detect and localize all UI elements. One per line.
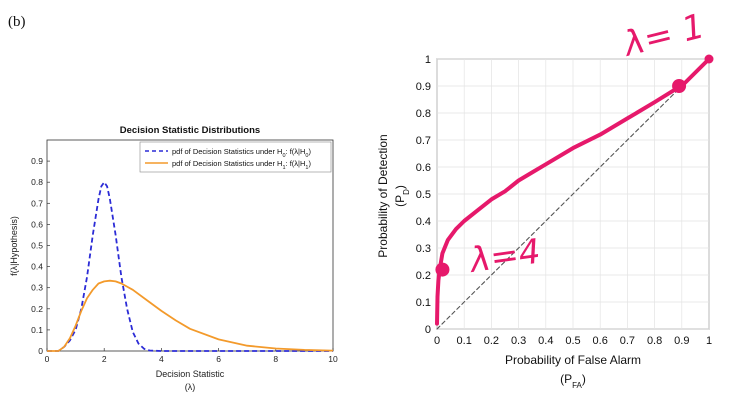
pdf-chart: Decision Statistic Distributions 0 2 4 6 8 10…	[9, 125, 338, 392]
pdf-series-lines	[47, 181, 334, 352]
pdf-legend-box	[139, 141, 332, 173]
pdf-y-tick-label: 0.7	[31, 198, 43, 208]
roc-y-tick-label: 0.5	[416, 189, 431, 201]
pdf-y-tick-label: 0.2	[31, 304, 43, 314]
pdf-x-axis-label: Decision Statistic	[156, 369, 225, 379]
pdf-y-axis-label: f(λ|Hypothesis)	[9, 216, 19, 276]
roc-markers	[435, 54, 714, 277]
roc-x-axis-label-sub: (PFA)	[560, 372, 586, 390]
pdf-legend: pdf of Decision Statistics under H0: f(λ…	[139, 141, 332, 173]
roc-chart: 0 0.1 0.2 0.3 0.4 0.5 0.6 0.7 0.8 0.9 1 0 0.1 0.2 0.3 0…	[376, 6, 714, 390]
pdf-plot-area	[46, 139, 334, 352]
roc-y-tick-label: 0.3	[416, 243, 431, 255]
roc-marker	[704, 54, 714, 64]
roc-x-tick-label: 0.7	[620, 335, 635, 347]
annotation-lambda-4: λ=4	[466, 232, 543, 282]
pdf-x-tick-label: 2	[102, 354, 107, 364]
legend-entry-h0: pdf of Decision Statistics under H0: f(λ…	[172, 147, 311, 159]
annotation-lambda-1: λ= 1	[618, 6, 708, 65]
pdf-x-axis-label-sub: (λ)	[185, 382, 196, 392]
roc-x-tick-label: 0	[434, 335, 440, 347]
roc-y-tick-label: 0	[425, 324, 431, 336]
pdf-x-tick-label: 6	[216, 354, 221, 364]
pdf-y-tick-label: 0.4	[31, 262, 43, 272]
roc-chance-line	[436, 58, 710, 330]
roc-x-tick-label: 0.8	[647, 335, 662, 347]
pdf-h1-line	[47, 279, 334, 352]
roc-x-tick-label: 0.9	[674, 335, 689, 347]
pdf-y-tick-label: 0.3	[31, 283, 43, 293]
roc-y-tick-label: 0.4	[416, 216, 431, 228]
pdf-y-tick-label: 0.8	[31, 177, 43, 187]
pdf-y-tick-label: 0.1	[31, 325, 43, 335]
pdf-x-tick-label: 8	[273, 354, 278, 364]
roc-y-tick-label: 0.1	[416, 297, 431, 309]
roc-x-tick-label: 0.3	[511, 335, 526, 347]
roc-x-tick-label: 0.6	[593, 335, 608, 347]
roc-grid	[436, 58, 710, 330]
roc-x-tick-label: 1	[706, 335, 712, 347]
roc-y-axis-label-sub: (PD)	[393, 185, 411, 207]
roc-y-tick-label: 0.7	[416, 135, 431, 147]
roc-x-tick-label: 0.1	[457, 335, 472, 347]
roc-y-tick-label: 1	[425, 54, 431, 66]
roc-x-tick-label: 0.5	[565, 335, 580, 347]
roc-y-tick-label: 0.6	[416, 162, 431, 174]
roc-x-tick-label: 0.4	[538, 335, 553, 347]
pdf-ticks: 0 2 4 6 8 10 0 0.1 0.2 0.3 0.4 0.5 0.6 0.7 0.8 0.9	[31, 156, 338, 364]
roc-marker	[435, 262, 450, 277]
pdf-y-tick-label: 0	[38, 346, 43, 356]
roc-x-tick-label: 0.2	[484, 335, 499, 347]
pdf-x-tick-label: 10	[328, 354, 338, 364]
pdf-x-tick-label: 0	[45, 354, 50, 364]
legend-entry-h1: pdf of Decision Statistics under H1: f(λ…	[172, 159, 311, 171]
roc-marker	[672, 79, 687, 93]
roc-y-tick-label: 0.8	[416, 108, 431, 120]
roc-ticks: 0 0.1 0.2 0.3 0.4 0.5 0.6 0.7 0.8 0.9 1 0 0.1 0.2 0.3 0…	[416, 54, 712, 347]
pdf-y-tick-label: 0.5	[31, 241, 43, 251]
pdf-y-tick-label: 0.6	[31, 219, 43, 229]
roc-y-tick-label: 0.2	[416, 270, 431, 282]
roc-y-tick-label: 0.9	[416, 81, 431, 93]
pdf-h0-line	[47, 181, 333, 352]
panel-label: (b)	[8, 14, 26, 30]
roc-x-axis-label: Probability of False Alarm	[505, 353, 641, 367]
roc-y-axis-label: Probability of Detection	[376, 134, 390, 257]
pdf-x-tick-label: 4	[159, 354, 164, 364]
pdf-y-tick-label: 0.9	[31, 156, 43, 166]
pdf-chart-title: Decision Statistic Distributions	[120, 125, 260, 136]
